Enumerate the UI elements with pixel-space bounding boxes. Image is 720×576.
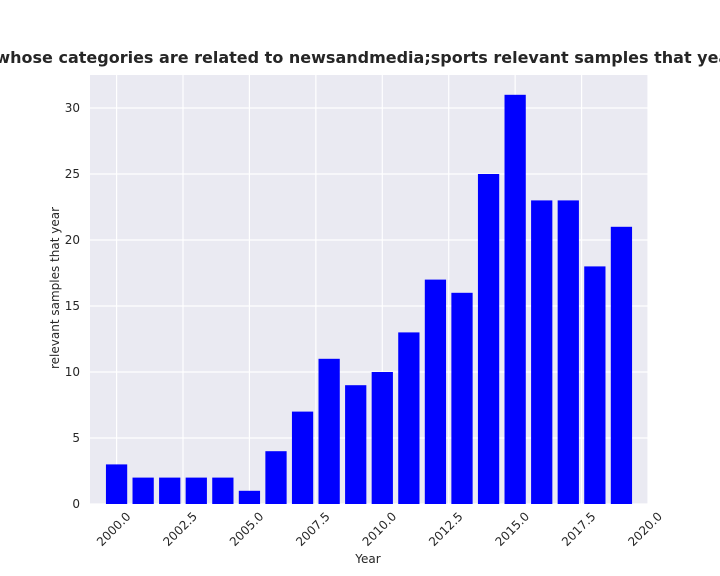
bar	[212, 477, 234, 504]
bar	[105, 464, 128, 504]
y-tick-label: 20	[65, 233, 80, 247]
x-tick-label: 2010.0	[360, 509, 400, 549]
bar	[451, 292, 473, 504]
bar	[159, 477, 181, 504]
y-axis-ticks: 0 5 10 15 20 25 30	[65, 101, 80, 511]
bar	[265, 451, 287, 504]
x-tick-label: 2020.0	[625, 509, 665, 549]
y-tick-label: 10	[65, 365, 80, 379]
bar	[477, 174, 500, 504]
bar	[132, 477, 154, 504]
bar	[610, 226, 633, 505]
bar	[557, 200, 579, 504]
y-tick-label: 30	[65, 101, 80, 115]
y-tick-label: 25	[65, 167, 80, 181]
chart-title: Percentage of apps whose categories are …	[0, 48, 720, 67]
bar	[371, 372, 393, 504]
y-tick-label: 15	[65, 299, 80, 313]
bar	[424, 279, 447, 504]
y-tick-label: 0	[72, 497, 80, 511]
x-axis-label: Year	[354, 552, 380, 566]
bar	[531, 200, 553, 504]
bar	[504, 94, 526, 505]
bar	[238, 490, 261, 504]
bars	[105, 94, 633, 505]
grid	[90, 75, 649, 505]
bar	[185, 477, 207, 504]
x-tick-label: 2012.5	[426, 509, 466, 549]
x-tick-label: 2000.0	[94, 509, 134, 549]
y-axis-label: relevant samples that year	[48, 207, 62, 369]
x-axis-ticks: 2000.0 2002.5 2005.0 2007.5 2010.0 2012.5 2015…	[94, 509, 665, 549]
bar	[398, 332, 420, 504]
x-tick-label: 2015.0	[493, 509, 533, 549]
bar	[345, 385, 367, 504]
bar	[318, 358, 340, 504]
x-tick-label: 2002.5	[160, 509, 200, 549]
y-tick-label: 5	[72, 431, 80, 445]
x-tick-label: 2007.5	[293, 509, 333, 549]
x-tick-label: 2005.0	[227, 509, 267, 549]
bar	[291, 411, 314, 504]
bar	[584, 266, 606, 504]
x-tick-label: 2017.5	[559, 509, 599, 549]
